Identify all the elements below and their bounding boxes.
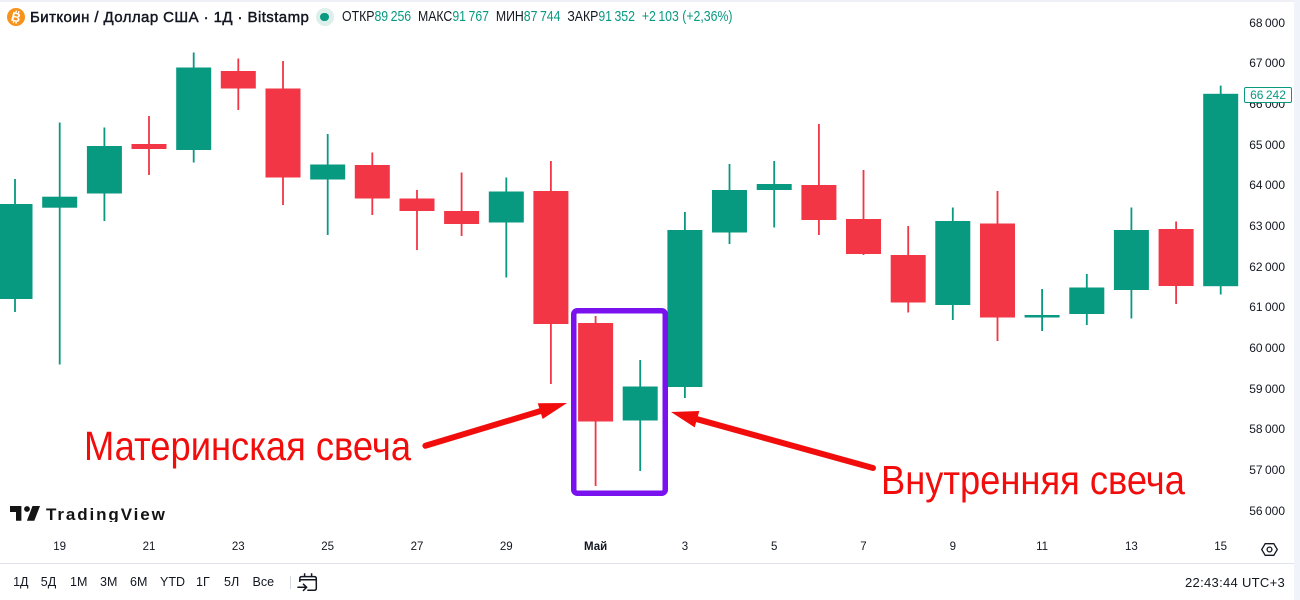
svg-text:TradingView: TradingView xyxy=(46,506,167,522)
